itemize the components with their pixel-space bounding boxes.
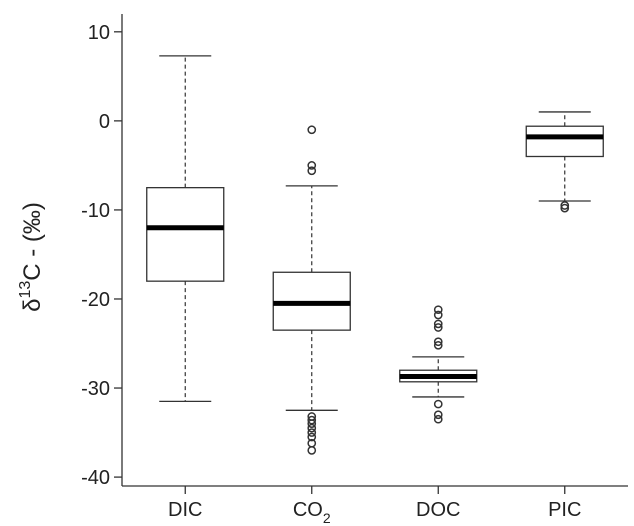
x-tick-label: PIC (548, 499, 581, 521)
outlier-point (433, 340, 443, 350)
y-tick-label: -20 (81, 289, 110, 311)
plot-area: 10 0 -10 -20 -30 -40 DIC CO2 DOC PIC (81, 14, 628, 526)
y-tick-label: 10 (88, 22, 110, 44)
x-tick-label: DIC (168, 499, 202, 521)
outlier-point (433, 305, 443, 315)
outlier-point (307, 419, 317, 429)
outlier-point (560, 201, 570, 210)
outlier-point (433, 410, 443, 420)
y-axis-label-delta: δ (19, 299, 46, 312)
outlier-point (307, 423, 317, 433)
y-axis-label-rest: C - (‰) (19, 202, 46, 281)
outlier-point (307, 428, 317, 437)
outlier-point (307, 432, 317, 442)
outlier-point (433, 319, 443, 329)
x-tick-label: DOC (416, 499, 460, 521)
y-tick-label: -30 (81, 378, 110, 400)
y-axis-label-superscript: 13 (17, 281, 34, 299)
outlier-point (433, 337, 443, 347)
outlier-point (307, 166, 317, 176)
y-tick-label: -40 (81, 467, 110, 489)
y-axis-label-text: δ13C - (‰) (17, 202, 46, 312)
outlier-point (433, 310, 443, 320)
box (525, 125, 604, 158)
outlier-point (560, 203, 570, 213)
outlier-point (433, 414, 443, 424)
y-tick-label: 0 (99, 111, 110, 133)
box (146, 187, 225, 282)
outlier-point (307, 161, 317, 170)
outlier-point (307, 446, 317, 455)
x-tick-label: CO2 (293, 499, 331, 526)
outlier-point (307, 415, 317, 425)
outlier-point (433, 323, 443, 332)
outlier-point (307, 125, 317, 135)
y-tick-label: -10 (81, 200, 110, 222)
outlier-point (433, 399, 443, 409)
y-axis-label: δ13C - (‰) (17, 202, 46, 312)
